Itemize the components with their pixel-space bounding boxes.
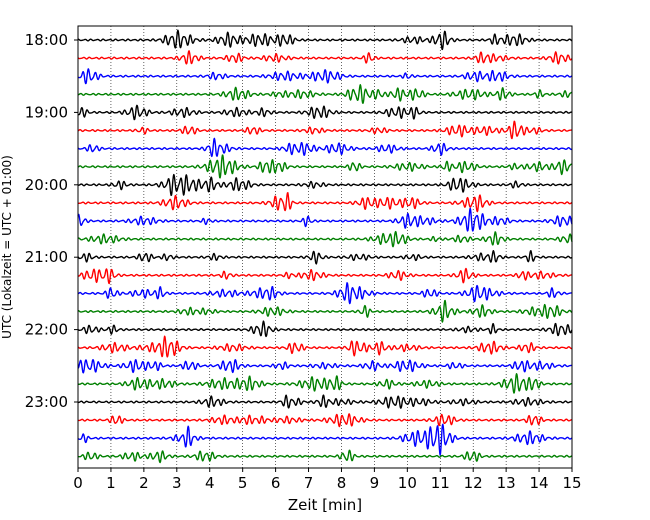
x-tick-label: 13 [497, 474, 516, 492]
x-tick-label: 6 [271, 474, 281, 492]
trace-line [77, 230, 573, 248]
trace-line [77, 154, 573, 179]
plot-frame [77, 25, 573, 469]
y-axis-label: UTC (Lokalzeit = UTC + 01:00) [0, 155, 14, 339]
x-tick-label: 0 [73, 474, 83, 492]
x-tick-label: 10 [398, 474, 417, 492]
trace-line [77, 50, 573, 65]
x-axis: 0 1 2 3 4 5 6 7 8 9 10 11 12 13 14 15 [73, 468, 582, 492]
trace-line [77, 29, 573, 51]
trace-line [77, 373, 573, 394]
trace-line [77, 191, 573, 213]
trace-line [77, 320, 573, 338]
x-tick-label: 3 [172, 474, 182, 492]
y-tick-label: 20:00 [25, 176, 68, 194]
x-tick-label: 9 [370, 474, 380, 492]
y-tick-label: 18:00 [25, 31, 68, 49]
trace-line [77, 137, 573, 158]
trace-line [77, 358, 573, 374]
y-axis: 18:00 19:00 20:00 21:00 22:00 23:00 [25, 31, 78, 411]
trace-line [77, 250, 573, 265]
x-tick-label: 2 [139, 474, 149, 492]
y-tick-label: 22:00 [25, 321, 68, 339]
x-tick-label: 12 [464, 474, 483, 492]
x-tick-label: 1 [106, 474, 116, 492]
trace-line [77, 120, 573, 140]
trace-line [77, 173, 573, 197]
x-tick-label: 5 [238, 474, 248, 492]
x-tick-label: 7 [304, 474, 314, 492]
trace-line [77, 423, 573, 456]
trace-line [77, 282, 573, 305]
x-tick-label: 8 [337, 474, 347, 492]
trace-line [77, 299, 573, 323]
x-tick-label: 11 [431, 474, 450, 492]
y-tick-label: 23:00 [25, 393, 68, 411]
trace-line [77, 335, 573, 358]
trace-line [77, 68, 573, 85]
x-tick-label: 15 [562, 474, 581, 492]
trace-line [77, 449, 573, 464]
trace-line [77, 104, 573, 121]
y-tick-label: 19:00 [25, 103, 68, 121]
trace-line [77, 394, 573, 409]
trace-lines [77, 29, 573, 464]
trace-line [77, 413, 573, 428]
trace-line [77, 207, 573, 232]
trace-line [77, 84, 573, 104]
trace-line [77, 267, 573, 285]
x-tick-label: 4 [205, 474, 215, 492]
x-axis-label: Zeit [min] [288, 496, 362, 514]
x-tick-label: 14 [530, 474, 549, 492]
y-tick-label: 21:00 [25, 248, 68, 266]
